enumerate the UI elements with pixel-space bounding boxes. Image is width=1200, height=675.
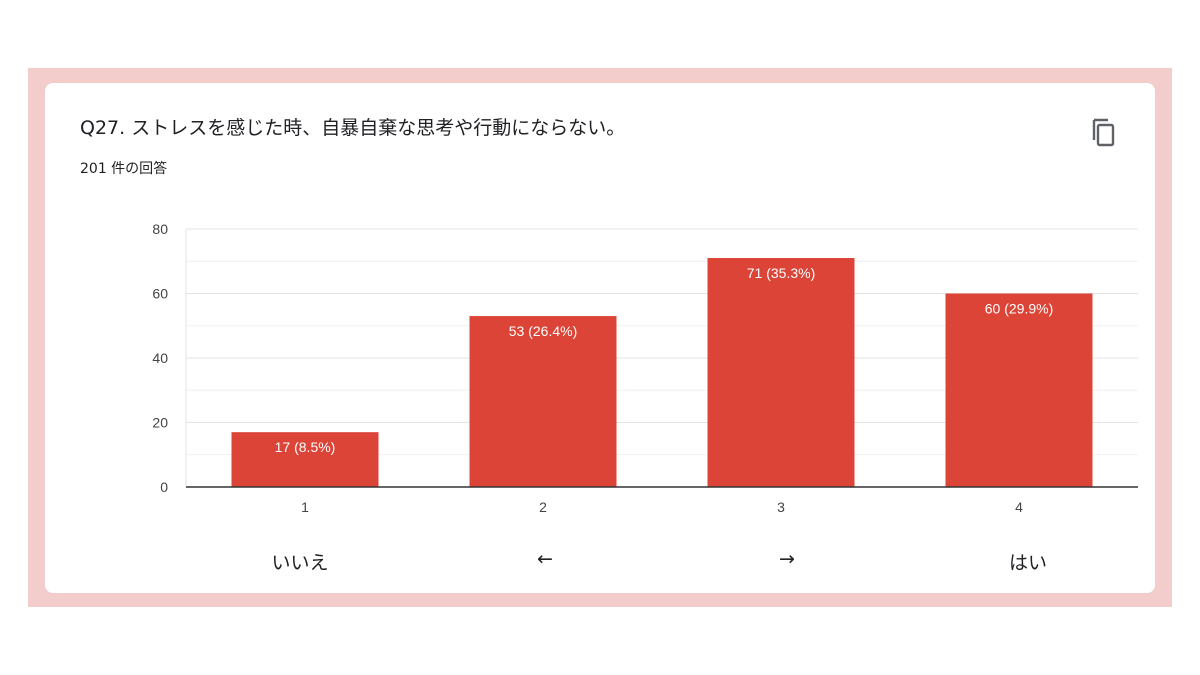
response-count: 201 件の回答	[80, 161, 168, 177]
question-title: Q27. ストレスを感じた時、自暴自棄な思考や行動にならない。	[80, 117, 626, 139]
bar	[231, 432, 379, 487]
scale-label: →	[779, 548, 795, 570]
scale-label: はい	[1008, 552, 1048, 574]
y-tick-label: 40	[152, 350, 168, 366]
scale-label: ←	[537, 548, 553, 570]
scale-label: いいえ	[271, 552, 329, 574]
x-tick-label: 4	[1015, 499, 1023, 515]
copy-chart-button[interactable]	[1086, 116, 1118, 150]
x-tick-label: 2	[539, 499, 547, 515]
bar-data-label: 60 (29.9%)	[985, 301, 1053, 317]
x-tick-label: 1	[301, 499, 309, 515]
bar	[945, 293, 1093, 487]
copy-icon	[1092, 118, 1115, 147]
y-tick-label: 60	[152, 286, 168, 302]
y-tick-label: 20	[152, 415, 168, 431]
bar	[707, 258, 855, 487]
bar-data-label: 71 (35.3%)	[747, 265, 815, 281]
y-tick-label: 80	[152, 221, 168, 237]
bar-data-label: 17 (8.5%)	[275, 439, 336, 455]
x-tick-label: 3	[777, 499, 785, 515]
bar-data-label: 53 (26.4%)	[509, 323, 577, 339]
bar	[469, 316, 617, 487]
y-tick-label: 0	[160, 479, 168, 495]
